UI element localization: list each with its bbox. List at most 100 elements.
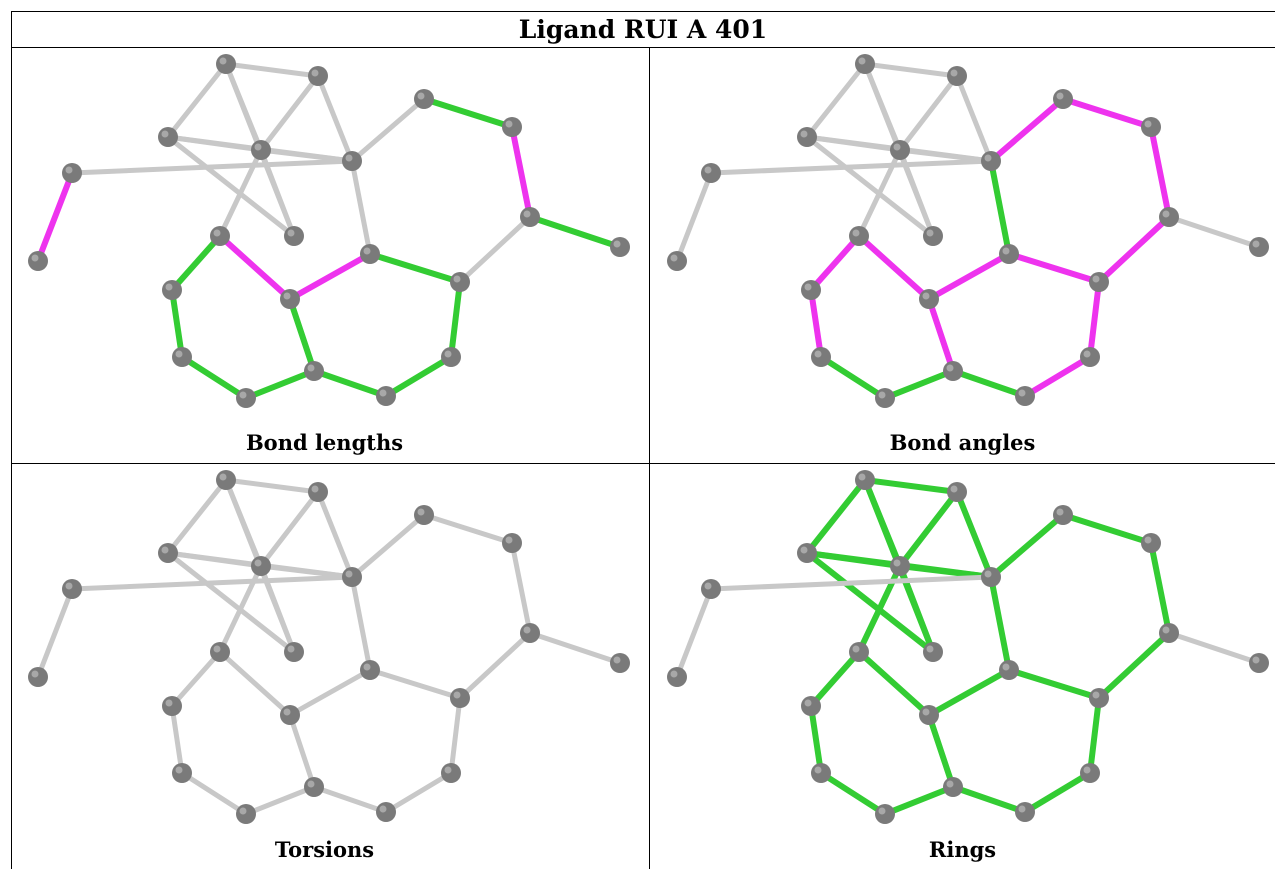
atom (947, 482, 967, 502)
panel-caption: Bond lengths (245, 430, 404, 455)
atom (801, 280, 821, 300)
atom-highlight (213, 645, 221, 653)
row-separator (11, 463, 1275, 464)
atom-highlight (254, 559, 262, 567)
bond (1166, 630, 1262, 666)
atom (667, 251, 687, 271)
bond-magenta (1006, 251, 1102, 285)
atom-highlight (670, 670, 678, 678)
atom-highlight (523, 210, 531, 218)
atom (999, 244, 1019, 264)
atom (1053, 89, 1073, 109)
atom-highlight (1092, 691, 1100, 699)
atom (28, 667, 48, 687)
atom (158, 127, 178, 147)
atom (162, 696, 182, 716)
atom-highlight (219, 473, 227, 481)
bond-green (988, 512, 1066, 580)
atom-highlight (239, 391, 247, 399)
atom (251, 140, 271, 160)
atom (1159, 207, 1179, 227)
bond-magenta (1022, 354, 1093, 399)
atom-highlight (878, 807, 886, 815)
bond (708, 158, 994, 176)
atom (376, 386, 396, 406)
bond-green (421, 96, 515, 130)
atom-highlight (505, 536, 513, 544)
atom-highlight (505, 120, 513, 128)
atom (162, 280, 182, 300)
atom-highlight (893, 559, 901, 567)
atom-highlight (1144, 536, 1152, 544)
atom-highlight (613, 240, 621, 248)
bond (165, 550, 297, 655)
atom (797, 543, 817, 563)
atom (890, 140, 910, 160)
atom (502, 533, 522, 553)
atom-highlight (165, 283, 173, 291)
atom-highlight (804, 699, 812, 707)
bond-magenta (808, 287, 824, 360)
bond (457, 214, 533, 285)
atom (216, 54, 236, 74)
atom (342, 567, 362, 587)
atom-highlight (613, 656, 621, 664)
atom-highlight (1162, 626, 1170, 634)
bond (35, 586, 75, 680)
atom (1053, 505, 1073, 525)
bond-magenta (926, 251, 1012, 302)
atom-highlight (1162, 210, 1170, 218)
bond (169, 649, 223, 709)
atom (981, 567, 1001, 587)
atom-highlight (984, 570, 992, 578)
atom-highlight (453, 275, 461, 283)
atom (441, 347, 461, 367)
atom (1141, 117, 1161, 137)
atom-highlight (893, 143, 901, 151)
atom (855, 470, 875, 490)
bond-green (1148, 540, 1172, 636)
atom (811, 763, 831, 783)
atom-highlight (311, 485, 319, 493)
atom-highlight (878, 391, 886, 399)
atom-highlight (363, 663, 371, 671)
molecule-bond-angles (667, 54, 1269, 408)
atom-highlight (165, 699, 173, 707)
bond (165, 477, 229, 556)
bond-green (804, 550, 936, 655)
atom-highlight (852, 645, 860, 653)
bond-green (926, 712, 956, 790)
bond (421, 512, 515, 546)
bond (258, 73, 321, 153)
bond (315, 73, 355, 164)
bond-green (243, 368, 317, 401)
atom (441, 763, 461, 783)
bond (349, 574, 373, 673)
atom-highlight (852, 229, 860, 237)
atom-highlight (65, 166, 73, 174)
bond-magenta (35, 170, 75, 264)
atom (875, 804, 895, 824)
atom-highlight (1252, 656, 1260, 664)
bond (509, 540, 533, 636)
bond (804, 134, 936, 239)
molecule-rings (667, 470, 1269, 824)
atom (919, 705, 939, 725)
atom-highlight (1002, 247, 1010, 255)
atom (855, 54, 875, 74)
atom-highlight (1056, 92, 1064, 100)
atom-highlight (858, 473, 866, 481)
atom (1089, 272, 1109, 292)
atom-highlight (800, 130, 808, 138)
atom-highlight (523, 626, 531, 634)
bond-magenta (808, 233, 862, 293)
bond-magenta (217, 233, 293, 302)
bond-green (808, 703, 824, 776)
atom-highlight (704, 582, 712, 590)
atom-highlight (1252, 240, 1260, 248)
atom (236, 388, 256, 408)
atom-highlight (175, 766, 183, 774)
atom (999, 660, 1019, 680)
bond-green (808, 649, 862, 709)
atom (1080, 763, 1100, 783)
